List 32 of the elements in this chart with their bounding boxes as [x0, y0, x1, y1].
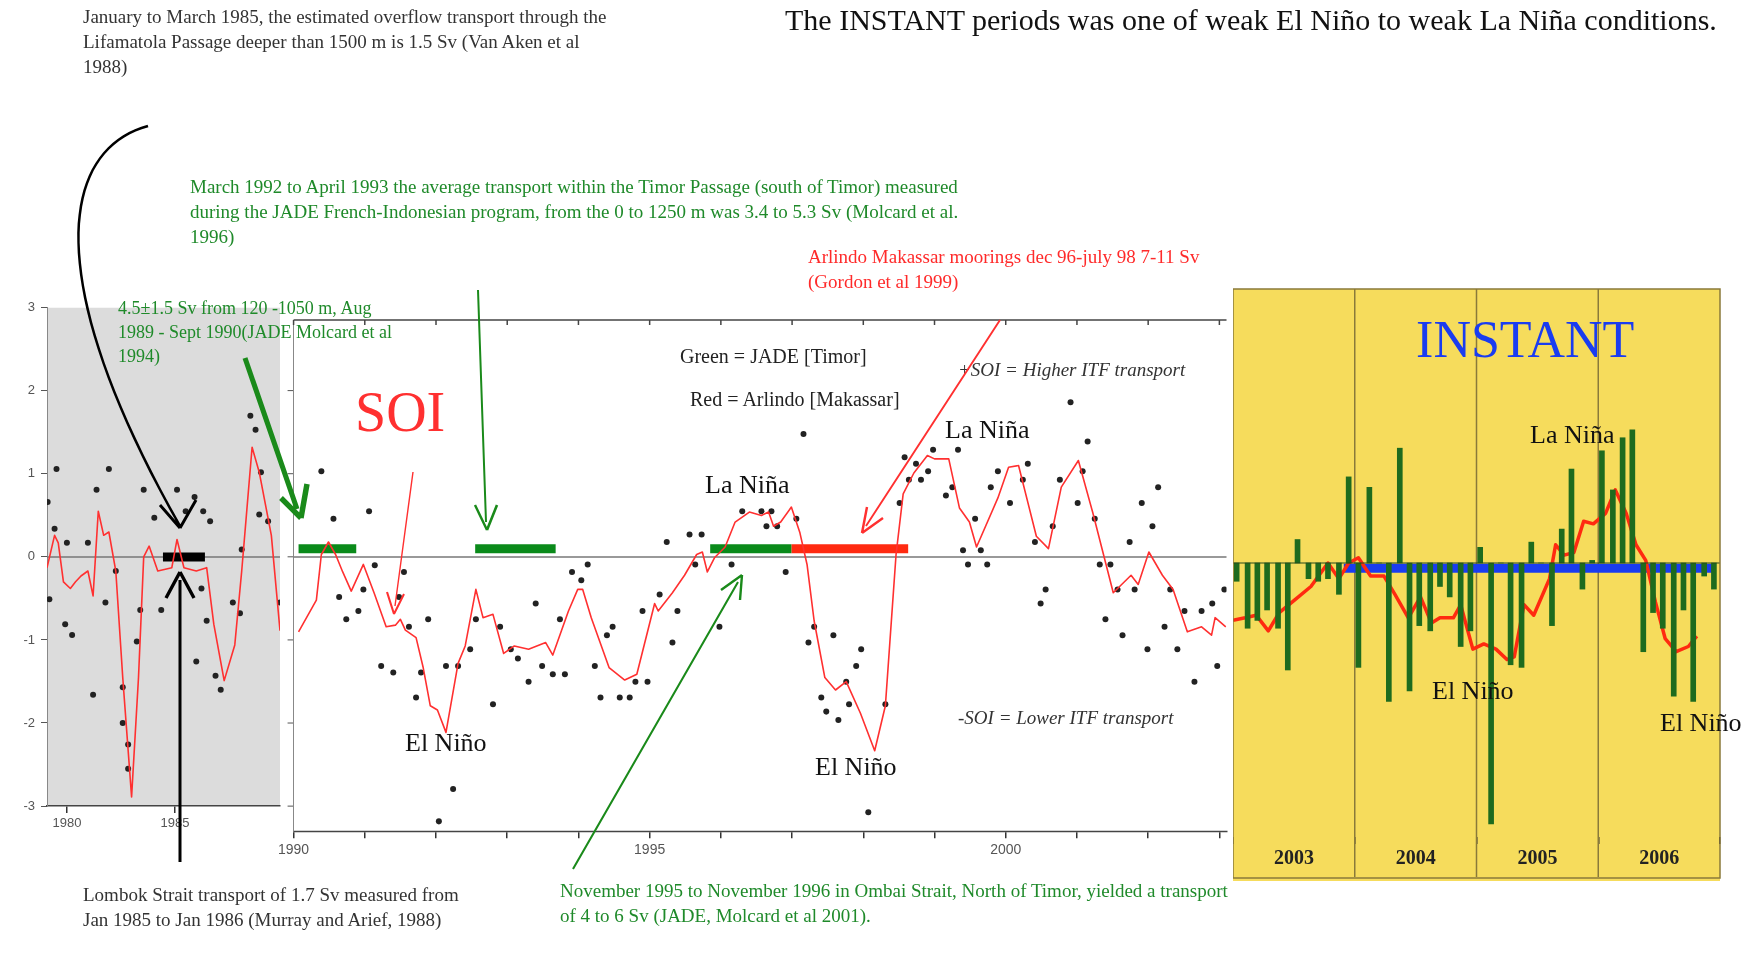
- annotation: La Niña: [945, 414, 1031, 446]
- x-tick-label: 2000: [990, 840, 1022, 857]
- x-tick-label: 2005: [1517, 846, 1558, 869]
- y-tick-label: 0: [27, 548, 35, 564]
- y-tick-label: -2: [23, 714, 35, 730]
- text: Arlindo Makassar moorings dec 96-july 98 7-11 Sv (Gordon et al 1999): [808, 245, 1201, 295]
- text: January to March 1985, the estimated overflow transport through the Lifamatola Passage deeper than 1500 m is 1.5 Sv (Van Aken et al 1988): [83, 5, 608, 80]
- chart-title: INSTANT: [1416, 311, 1635, 369]
- x-tick-label: 2004: [1395, 846, 1436, 869]
- y-tick-label: 1: [27, 465, 35, 481]
- text: The INSTANT periods was one of weak El Niño to weak La Niña conditions.: [785, 2, 1718, 38]
- x-tick-label: 1995: [634, 840, 666, 857]
- series-label: SOI: [355, 380, 446, 444]
- annotation: -SOI = Lower ITF transport: [958, 706, 1175, 730]
- y-tick-label: -3: [23, 797, 35, 813]
- annotation: Green = JADE [Timor]: [680, 345, 867, 367]
- annotation: El Niño: [405, 727, 488, 759]
- y-tick-label: 3: [27, 299, 35, 315]
- text: Lombok Strait transport of 1.7 Sv measured from Jan 1985 to Jan 1986 (Murray and Arief, 1988): [83, 883, 460, 933]
- x-tick-label: 1990: [278, 840, 310, 857]
- text: March 1992 to April 1993 the average transport within the Timor Passage (south of Timor) measured during the JADE French-Indonesian program, from the 0 to 1250 m was 3.4 to 5.3 Sv (Molcard et al. 1996): [190, 176, 959, 248]
- x-tick-label: 1980: [52, 815, 82, 831]
- annotation: 4.5±1.5 Sv from 120 -1050 m, Aug 1989 - Sept 1990(JADE Molcard et al 1994): [118, 297, 393, 368]
- annotation: La Niña: [705, 469, 791, 501]
- x-tick-label: 2003: [1273, 846, 1314, 869]
- annotation: Red = Arlindo [Makassar]: [690, 387, 901, 412]
- annotation: El Niño: [815, 751, 898, 783]
- x-tick-label: 2006: [1639, 846, 1680, 869]
- text: November 1995 to November 1996 in Ombai Strait, North of Timor, yielded a transport of 4 to 6 Sv (JADE, Molcard et al 2001).: [560, 879, 1229, 929]
- y-tick-label: -1: [23, 631, 35, 647]
- annotation: La Niña: [1530, 419, 1616, 451]
- y-tick-label: 2: [27, 382, 35, 398]
